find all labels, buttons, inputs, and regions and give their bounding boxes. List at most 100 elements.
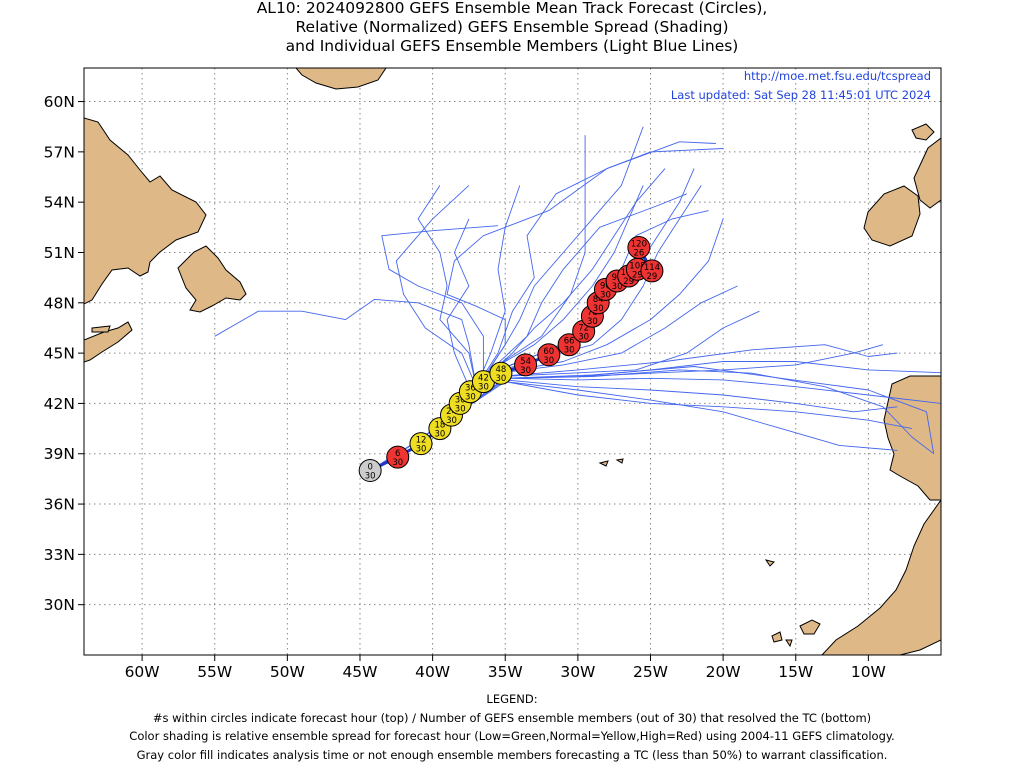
y-tick-label: 54N (44, 194, 75, 212)
forecast-hour-label: 54 (520, 357, 531, 367)
member-count-label: 30 (520, 366, 531, 376)
y-tick-label: 39N (44, 445, 75, 463)
x-tick-label: 35W (488, 663, 523, 681)
forecast-hour-label: 24 (446, 407, 457, 417)
land-labrador (84, 117, 207, 305)
y-tick-label: 36N (44, 496, 75, 514)
y-tick-label: 30N (44, 596, 75, 614)
chart-title: AL10: 2024092800 GEFS Ensemble Mean Trac… (0, 0, 1024, 56)
last-updated: Last updated: Sat Sep 28 11:45:01 UTC 20… (671, 88, 931, 102)
x-axis: 60W 55W 50W 45W 40W 35W 30W 25W 20W 15W 10W (125, 655, 886, 681)
member-count-label: 30 (495, 374, 506, 384)
x-tick-label: 55W (197, 663, 232, 681)
forecast-hour-label: 66 (564, 337, 575, 347)
land-madeira (764, 559, 775, 567)
forecast-hour-label: 90 (600, 281, 611, 291)
forecast-hour-label: 48 (495, 365, 506, 375)
forecast-hour-label: 78 (587, 308, 598, 318)
forecast-hour-label: 6 (395, 449, 400, 459)
land-canary-2 (799, 619, 821, 635)
member-count-label: 26 (633, 248, 644, 258)
y-tick-label: 60N (44, 93, 75, 111)
track-circle (514, 353, 538, 377)
member-count-label: 30 (578, 332, 589, 342)
forecast-hour-label: 72 (578, 323, 589, 333)
member-count-label: 30 (600, 290, 611, 300)
x-tick-label: 15W (778, 663, 813, 681)
y-tick-label: 33N (44, 546, 75, 564)
legend-line-hours: #s within circles indicate forecast hour… (152, 710, 872, 725)
track-circle (489, 361, 513, 385)
land-pei (91, 325, 111, 333)
source-url[interactable]: http://moe.met.fsu.edu/tcspread (744, 69, 931, 83)
y-tick-label: 57N (44, 143, 75, 161)
y-tick-label: 45N (44, 345, 75, 363)
land-nova-scotia (84, 321, 133, 363)
track-circle (358, 459, 382, 483)
forecast-hour-label: 36 (465, 384, 476, 394)
member-count-label: 30 (564, 346, 575, 356)
track-circle (557, 333, 581, 357)
member-count-label: 30 (455, 404, 466, 414)
land-iceland-fragment (911, 123, 935, 141)
member-count-label: 29 (647, 272, 658, 282)
land-azores-2 (615, 458, 624, 464)
y-tick-label: 48N (44, 294, 75, 312)
forecast-hour-label: 30 (455, 395, 466, 405)
member-count-label: 30 (478, 383, 489, 393)
track-point-0: 030 (358, 459, 382, 483)
mean-track: 0306301230183024303030363042304830543060… (358, 235, 664, 483)
forecast-hour-label: 42 (478, 374, 489, 384)
land-canary-1 (771, 631, 783, 643)
land-canary-3 (785, 639, 793, 648)
track-circle (386, 445, 410, 469)
track-point-6: 630 (386, 445, 410, 469)
x-tick-label: 50W (270, 663, 305, 681)
land-africa (821, 499, 941, 655)
chart-title-line-1: AL10: 2024092800 GEFS Ensemble Mean Trac… (256, 0, 768, 17)
x-tick-label: 60W (125, 663, 160, 681)
member-count-label: 30 (465, 393, 476, 403)
track-circle (627, 235, 651, 259)
forecast-hour-label: 0 (367, 463, 372, 473)
member-count-label: 30 (434, 430, 445, 440)
x-tick-label: 30W (560, 663, 595, 681)
legend-heading: LEGEND: (486, 692, 538, 706)
track-circle (537, 343, 561, 367)
forecast-hour-label: 114 (644, 263, 660, 273)
member-count-label: 30 (446, 416, 457, 426)
x-tick-label: 20W (706, 663, 741, 681)
forecast-hour-label: 12 (416, 436, 427, 446)
member-count-label: 30 (365, 472, 376, 482)
legend-line-shading: Color shading is relative ensemble sprea… (129, 729, 895, 743)
land-ireland (863, 185, 921, 247)
land-scotland (913, 137, 941, 209)
member-count-label: 30 (392, 458, 403, 468)
member-count-label: 29 (623, 277, 634, 287)
forecast-hour-label: 18 (434, 421, 445, 431)
chart-title-line-3: and Individual GEFS Ensemble Members (Li… (285, 37, 739, 55)
member-count-label: 30 (543, 356, 554, 366)
y-tick-label: 51N (44, 244, 75, 262)
track-circle (640, 259, 664, 283)
member-count-label: 30 (593, 304, 604, 314)
plot-frame (83, 67, 942, 656)
chart-title-line-2: Relative (Normalized) GEFS Ensemble Spre… (295, 18, 729, 36)
member-count-label: 30 (587, 317, 598, 327)
x-tick-label: 10W (851, 663, 886, 681)
member-count-label: 30 (416, 445, 427, 455)
y-tick-label: 42N (44, 395, 75, 413)
member-count-label: 30 (612, 282, 623, 292)
legend: LEGEND: #s within circles indicate forec… (0, 690, 1024, 764)
land-newfoundland (177, 245, 247, 313)
y-axis: 30N 33N 36N 39N 42N 45N 48N 51N 54N 57N 60N (44, 93, 84, 614)
forecast-hour-label: 120 (631, 239, 647, 249)
x-tick-label: 40W (415, 663, 450, 681)
